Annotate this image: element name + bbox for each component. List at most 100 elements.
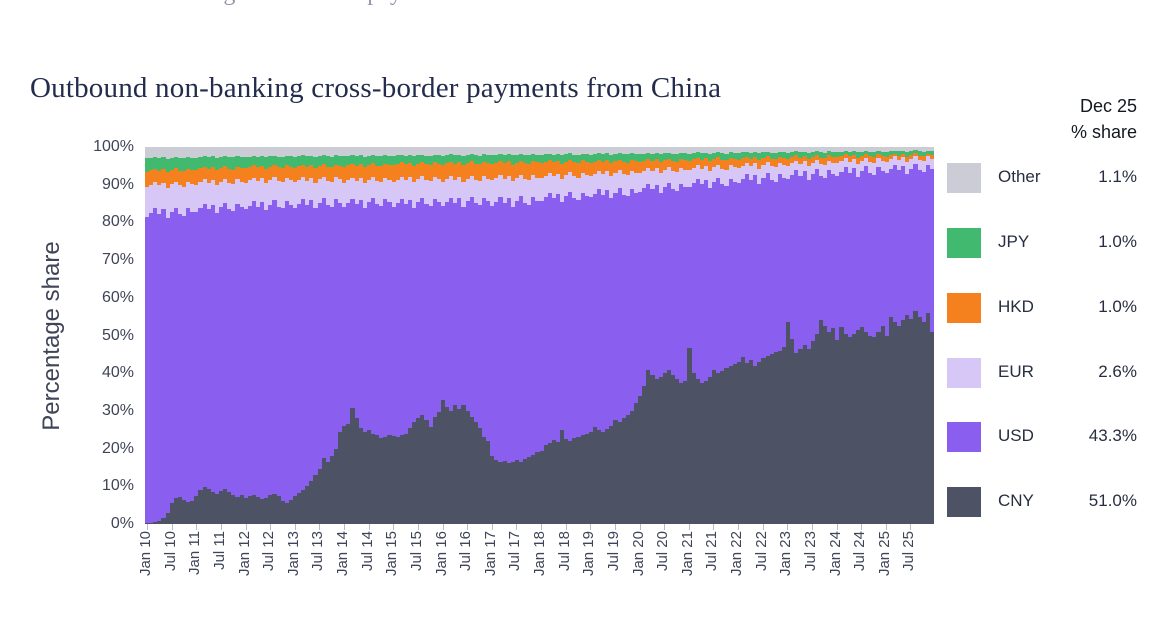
bar-segment-other	[547, 147, 552, 154]
bar-segment-eur	[535, 177, 540, 201]
bar-segment-hkd	[851, 154, 856, 159]
bar-segment-other	[313, 147, 318, 157]
bar-segment-cny	[251, 494, 256, 524]
bar-month-156	[786, 147, 791, 524]
bar-segment-cny	[568, 441, 573, 524]
bar-segment-jpy	[740, 152, 745, 159]
bar-segment-hkd	[473, 163, 478, 180]
bar-segment-hkd	[769, 158, 774, 167]
bar-segment-eur	[514, 177, 519, 201]
bar-segment-usd	[161, 209, 166, 519]
bar-segment-cny	[864, 331, 869, 524]
bar-month-164	[818, 147, 824, 524]
bar-month-186	[909, 147, 914, 524]
bar-segment-hkd	[494, 162, 499, 179]
bar-segment-other	[190, 147, 195, 158]
bar-segment-hkd	[527, 163, 532, 180]
bar-segment-cny	[198, 490, 203, 524]
bar-segment-hkd	[592, 161, 598, 174]
bar-segment-usd	[699, 184, 704, 384]
bar-segment-eur	[428, 181, 433, 207]
bar-segment-usd	[518, 196, 524, 463]
bar-segment-other	[539, 147, 544, 155]
bar-segment-usd	[905, 174, 910, 315]
bar-segment-hkd	[243, 168, 248, 183]
x-tick-label-Jan-12: Jan 12	[235, 531, 253, 577]
bar-month-86	[498, 147, 503, 524]
legend-value-eur: 2.6%	[1098, 362, 1137, 381]
bar-segment-other	[679, 147, 684, 153]
bar-segment-jpy	[321, 155, 326, 165]
bar-segment-jpy	[617, 153, 622, 160]
bar-segment-cny	[897, 326, 902, 524]
bar-segment-jpy	[880, 151, 885, 156]
bar-segment-eur	[313, 182, 318, 209]
bar-segment-cny	[634, 403, 639, 524]
bar-segment-eur	[703, 165, 708, 180]
bar-segment-jpy	[790, 152, 795, 158]
bar-segment-usd	[901, 165, 906, 321]
bar-segment-other	[506, 147, 511, 155]
bar-segment-cny	[342, 425, 347, 524]
bar-segment-cny	[551, 439, 556, 524]
bar-segment-jpy	[457, 154, 462, 162]
bar-segment-eur	[901, 157, 906, 166]
bar-segment-cny	[802, 344, 807, 524]
bar-segment-cny	[461, 404, 466, 524]
bar-segment-eur	[831, 162, 836, 175]
bar-segment-other	[543, 147, 548, 155]
bar-segment-jpy	[297, 156, 302, 167]
bar-segment-eur	[695, 165, 700, 179]
bar-segment-usd	[884, 173, 889, 336]
bar-segment-jpy	[243, 157, 248, 169]
bar-segment-jpy	[481, 154, 487, 162]
bar-segment-hkd	[424, 164, 429, 181]
legend-label-usd: USD	[998, 426, 1034, 445]
bar-month-171	[847, 147, 852, 524]
bar-segment-usd	[695, 178, 700, 379]
bar-segment-jpy	[325, 156, 330, 167]
bar-segment-cny	[190, 500, 195, 524]
bar-segment-cny	[831, 327, 836, 524]
bar-segment-usd	[342, 207, 347, 426]
bar-segment-eur	[876, 158, 881, 168]
bar-segment-cny	[584, 433, 589, 524]
bar-segment-usd	[646, 183, 651, 371]
bar-month-7	[173, 147, 178, 524]
bar-segment-other	[231, 147, 236, 158]
bar-segment-jpy	[572, 154, 577, 163]
bar-segment-other	[194, 147, 199, 158]
bar-segment-eur	[481, 176, 487, 198]
bar-segment-usd	[860, 171, 865, 327]
bar-segment-jpy	[280, 157, 285, 168]
bar-segment-usd	[564, 196, 569, 440]
bar-segment-eur	[617, 170, 622, 188]
bar-segment-hkd	[560, 163, 565, 179]
bar-segment-cny	[547, 442, 552, 524]
bar-segment-usd	[350, 198, 355, 408]
bar-segment-usd	[255, 206, 261, 497]
bar-segment-other	[202, 147, 207, 157]
bar-segment-eur	[925, 156, 930, 165]
bar-segment-other	[481, 147, 487, 155]
bar-month-98	[547, 147, 552, 524]
bar-segment-other	[744, 147, 750, 152]
x-tick-mark	[910, 524, 912, 530]
bar-segment-jpy	[506, 154, 511, 162]
x-tick-label-Jan-23: Jan 23	[777, 531, 795, 577]
bar-segment-jpy	[498, 153, 503, 162]
y-tick-label-10: 10%	[101, 477, 134, 495]
bar-segment-hkd	[301, 164, 306, 178]
bar-segment-hkd	[921, 156, 926, 161]
bar-segment-usd	[453, 203, 458, 406]
bar-segment-jpy	[153, 157, 158, 169]
bar-segment-usd	[145, 216, 150, 523]
bar-segment-jpy	[716, 152, 721, 158]
bar-segment-hkd	[555, 160, 561, 174]
bar-segment-hkd	[350, 163, 355, 178]
bar-segment-jpy	[231, 157, 236, 170]
bar-segment-cny	[153, 522, 158, 524]
bar-segment-other	[925, 147, 930, 151]
bar-segment-jpy	[403, 155, 408, 165]
bar-segment-usd	[436, 202, 441, 413]
